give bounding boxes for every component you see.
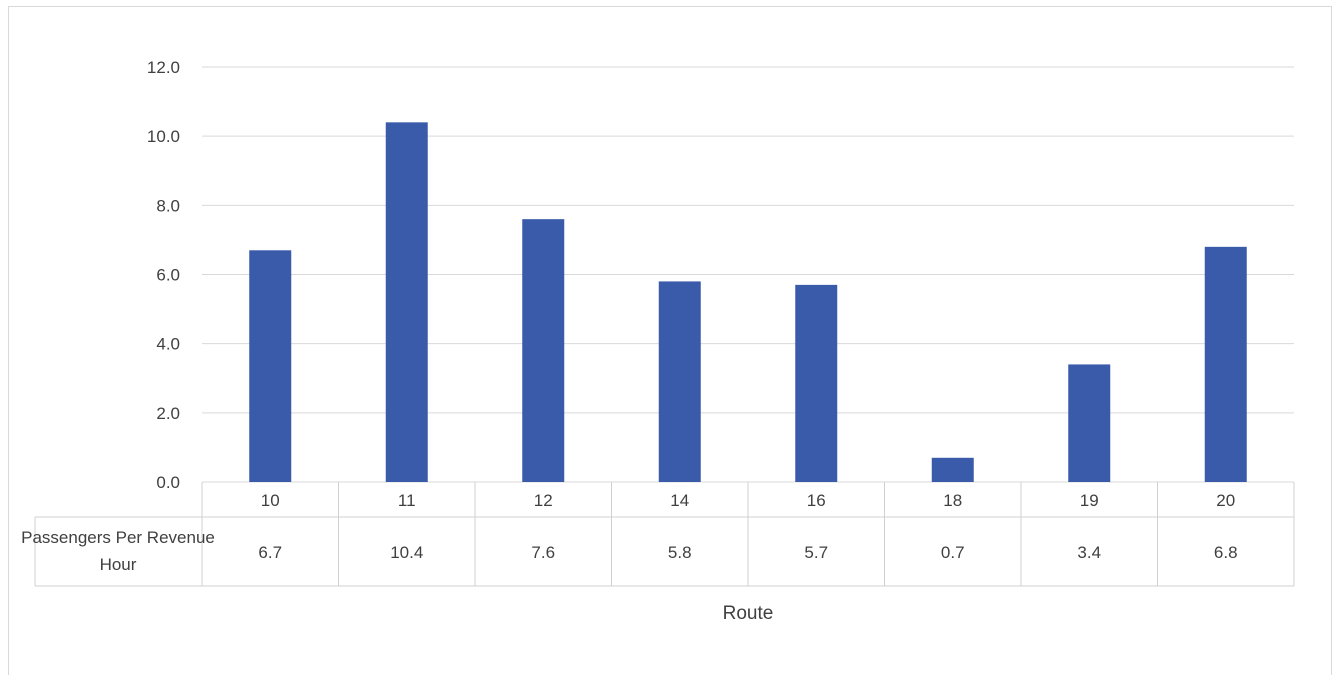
y-tick-label: 10.0 <box>147 127 180 146</box>
bar <box>1068 364 1111 482</box>
x-tick-label: 10 <box>261 491 280 510</box>
y-tick-label: 8.0 <box>156 196 180 215</box>
data-table-value: 6.7 <box>258 543 282 562</box>
x-tick-label: 20 <box>1216 491 1235 510</box>
y-tick-label: 2.0 <box>156 404 180 423</box>
x-tick-label: 18 <box>943 491 962 510</box>
data-table-series-name-line: Passengers Per Revenue <box>21 528 215 547</box>
bar <box>931 457 974 482</box>
data-table-value: 3.4 <box>1077 543 1101 562</box>
bar <box>658 281 701 482</box>
x-axis-title: Route <box>723 603 774 624</box>
y-tick-label: 4.0 <box>156 335 180 354</box>
data-table-series-name: Passengers Per Revenue Hour <box>21 528 215 574</box>
x-tick-label: 19 <box>1080 491 1099 510</box>
bar <box>795 284 838 482</box>
bar <box>1204 246 1247 482</box>
x-tick-label: 12 <box>534 491 553 510</box>
data-table-value: 5.7 <box>804 543 828 562</box>
y-tick-label: 6.0 <box>156 266 180 285</box>
data-table-series-name-line: Hour <box>100 555 137 574</box>
y-tick-label: 12.0 <box>147 58 180 77</box>
x-tick-label: 11 <box>398 491 416 510</box>
chart-area <box>8 6 1332 675</box>
y-tick-label: 0.0 <box>156 473 180 492</box>
bar <box>385 122 428 482</box>
x-tick-label: 16 <box>807 491 826 510</box>
x-tick-label: 14 <box>670 491 689 510</box>
bar <box>522 219 565 482</box>
data-table-value: 0.7 <box>941 543 965 562</box>
data-table-value: 10.4 <box>390 543 423 562</box>
data-table-value: 6.8 <box>1214 543 1238 562</box>
bar <box>249 250 292 482</box>
data-table-value: 7.6 <box>531 543 555 562</box>
data-table-value: 5.8 <box>668 543 692 562</box>
